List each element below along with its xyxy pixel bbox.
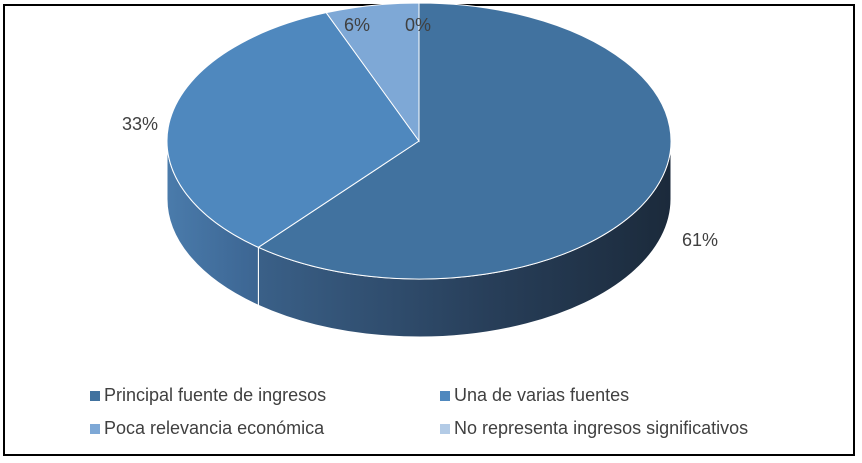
pie-slice-una-de-varias-fuentes <box>166 12 420 248</box>
legend-swatch-no-representa <box>440 423 450 434</box>
legend: Principal fuente de ingresos Una de vari… <box>90 385 810 439</box>
legend-item-principal: Principal fuente de ingresos <box>90 385 440 406</box>
legend-item-poca: Poca relevancia económica <box>90 418 440 439</box>
data-label-principal-fuente-de-ingresos: 61% <box>682 230 718 250</box>
legend-label-varias: Una de varias fuentes <box>454 385 630 405</box>
data-label-no-representa-ingresos-significativos: 0% <box>405 15 431 35</box>
legend-label-principal: Principal fuente de ingresos <box>104 385 327 405</box>
legend-item-varias: Una de varias fuentes <box>440 385 810 406</box>
legend-label-no-representa: No representa ingresos significativos <box>454 418 749 438</box>
pie-slice-principal-fuente-de-ingresos <box>257 2 672 280</box>
legend-swatch-principal <box>90 390 100 401</box>
legend-label-poca: Poca relevancia económica <box>104 418 325 438</box>
data-label-poca-relevancia-economica: 6% <box>344 15 370 35</box>
pie-labels: 61% 33% 6% 0% <box>122 15 718 250</box>
legend-item-no-representa: No representa ingresos significativos <box>440 418 810 439</box>
pie-top <box>166 2 672 280</box>
data-label-una-de-varias-fuentes: 33% <box>122 114 158 134</box>
legend-swatch-poca <box>90 423 100 434</box>
legend-swatch-varias <box>440 390 450 401</box>
